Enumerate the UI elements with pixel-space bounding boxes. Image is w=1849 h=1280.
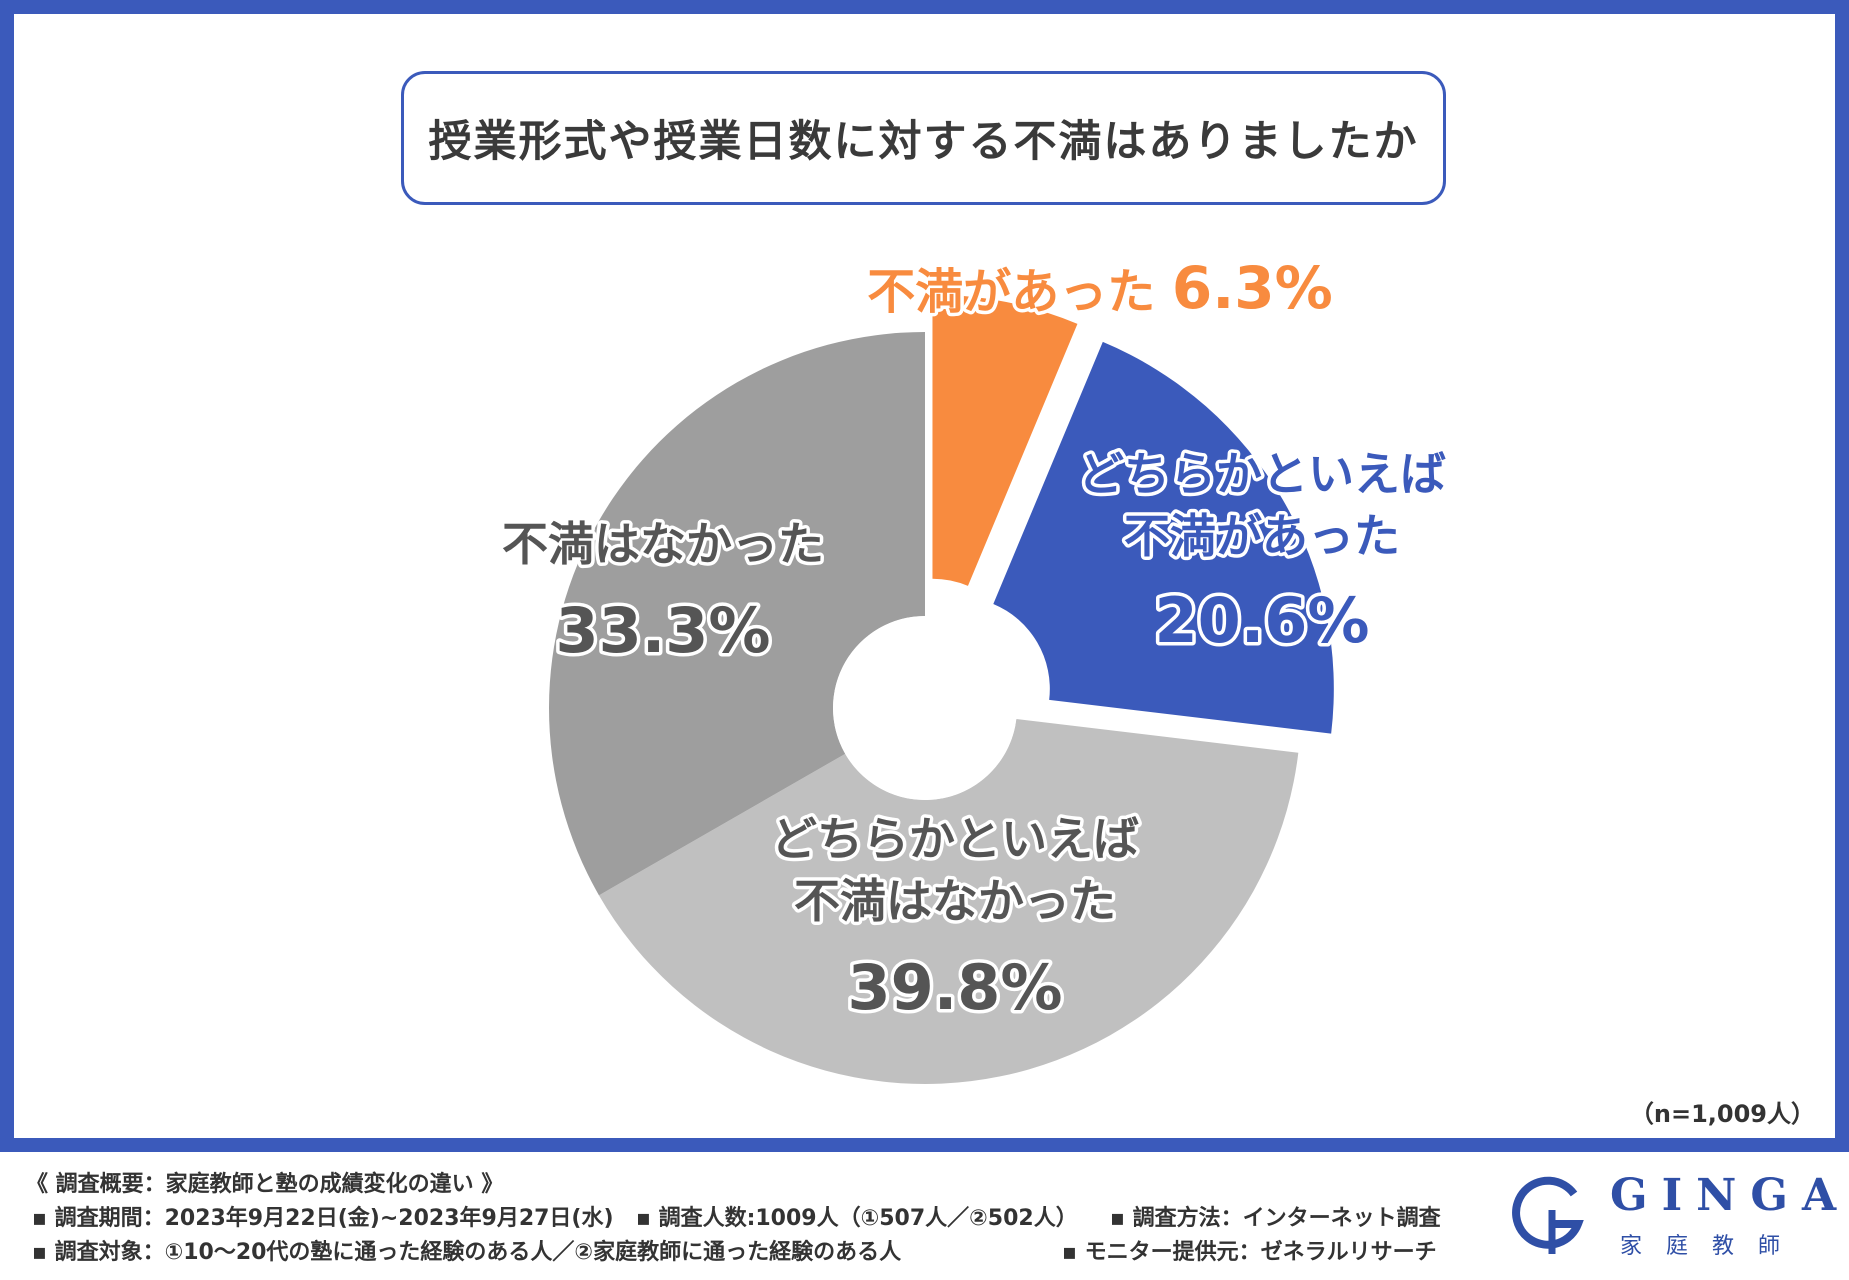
donut-chart: 不満があった 6.3%どちらかといえば不満があった20.6%どちらかといえば不満… [502,254,1446,1084]
title-box: 授業形式や授業日数に対する不満はありましたか [401,71,1446,205]
slice-2 [993,341,1334,734]
footer: 《 調査概要：家庭教師と塾の成績変化の違い 》 調査期間：2023年9月22日(… [0,1152,1849,1280]
slice-label-4-line-1: 不満はなかった [502,517,824,571]
slice-3 [598,718,1299,1084]
slice-value-3: 39.8% [847,951,1062,1024]
slice-1 [932,294,1078,586]
slice-value-2: 20.6% [1154,584,1369,657]
slice-label-2-line-2: 不満があった [1124,509,1400,563]
slice-label-3-line-1: どちらかといえば [771,812,1139,866]
logo-name: GINGA [1610,1170,1849,1221]
survey-overview: 《 調査概要：家庭教師と塾の成績変化の違い 》 [26,1172,504,1197]
survey-method: 調査方法：インターネット調査 [1110,1200,1441,1232]
ginga-logo-icon [1512,1176,1584,1254]
slice-label-1: 不満があった 6.3% [867,254,1333,322]
slice-label-3-line-2: 不満はなかった [794,874,1116,928]
chart-title: 授業形式や授業日数に対する不満はありましたか [428,117,1419,167]
donut-hole [833,616,1017,800]
slice-4 [549,332,925,896]
slice-value-4: 33.3% [555,594,770,667]
slice-label-2-line-1: どちらかといえば [1078,447,1446,501]
survey-target: 調査対象：①10～20代の塾に通った経験のある人／②家庭教師に通った経験のある人 [32,1234,902,1266]
sample-size: （n=1,009人） [1629,1100,1815,1128]
survey-period: 調査期間：2023年9月22日(金)~2023年9月27日(水) [32,1200,614,1232]
survey-respondents: 調査人数:1009人（①507人／②502人） [636,1200,1078,1232]
logo-subtitle: 家庭教師 [1620,1234,1805,1259]
survey-monitor: モニター提供元：ゼネラルリサーチ [1062,1234,1437,1266]
